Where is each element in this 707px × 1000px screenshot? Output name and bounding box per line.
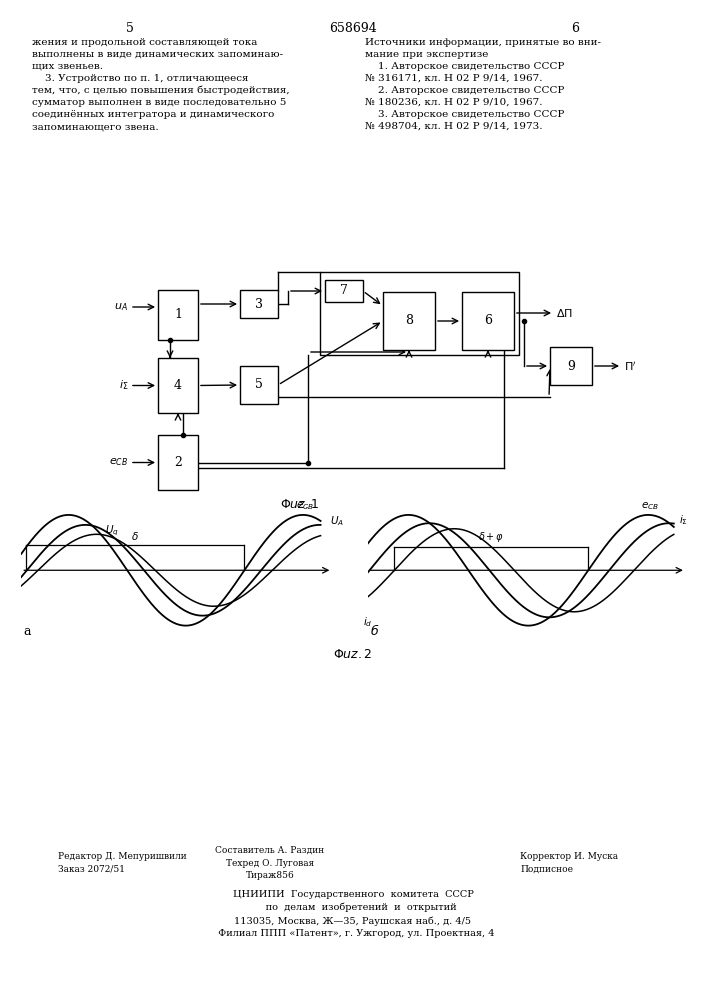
- Text: $U_A$: $U_A$: [330, 515, 344, 528]
- Text: 658694: 658694: [329, 22, 377, 35]
- Text: Корректор И. Муска
Подписное: Корректор И. Муска Подписное: [520, 852, 618, 874]
- Text: $\Phi u\mathit{z}.2$: $\Phi u\mathit{z}.2$: [333, 648, 373, 661]
- Text: 5: 5: [126, 22, 134, 35]
- Text: жения и продольной составляющей тока
выполнены в виде динамических запоминаю-
щи: жения и продольной составляющей тока вып…: [32, 38, 290, 131]
- Text: a: a: [23, 625, 30, 638]
- Text: $u_A$: $u_A$: [115, 301, 128, 313]
- Text: 7: 7: [340, 284, 348, 298]
- Text: 4: 4: [174, 379, 182, 392]
- Text: ЦНИИПИ  Государственного  комитета  СССР
     по  делам  изобретений  и  открыти: ЦНИИПИ Государственного комитета СССР по…: [212, 890, 494, 938]
- Text: 3: 3: [255, 298, 263, 310]
- Text: 2: 2: [174, 456, 182, 469]
- Text: $\Delta\Pi$: $\Delta\Pi$: [556, 307, 573, 319]
- Text: $\delta+\varphi$: $\delta+\varphi$: [478, 530, 504, 544]
- Bar: [158, 290, 198, 340]
- Text: 6: 6: [484, 314, 492, 328]
- Text: 5: 5: [255, 378, 263, 391]
- Text: $e_{CB}$: $e_{CB}$: [641, 500, 659, 512]
- Text: $i_d$: $i_d$: [363, 616, 373, 629]
- Text: 9: 9: [567, 360, 575, 372]
- Bar: [320, 272, 519, 355]
- Bar: [240, 290, 278, 318]
- Bar: [158, 435, 198, 490]
- Text: $\Phi u\mathit{z}.1$: $\Phi u\mathit{z}.1$: [280, 498, 320, 511]
- Text: $i_\Sigma$: $i_\Sigma$: [679, 514, 688, 527]
- Text: $\mathit{б}$: $\mathit{б}$: [370, 623, 379, 638]
- Text: $e_{CB}$: $e_{CB}$: [109, 457, 128, 468]
- Text: 8: 8: [405, 314, 413, 328]
- Bar: [240, 366, 278, 404]
- Text: Составитель А. Раздин
Техред О. Луговая
Тираж856: Составитель А. Раздин Техред О. Луговая …: [216, 846, 325, 880]
- Text: $U_q$: $U_q$: [105, 523, 119, 538]
- Text: $\Pi'$: $\Pi'$: [624, 360, 636, 372]
- Bar: [383, 292, 435, 350]
- Bar: [325, 280, 363, 302]
- Text: Редактор Д. Мепуришвили
Заказ 2072/51: Редактор Д. Мепуришвили Заказ 2072/51: [58, 852, 187, 874]
- Text: Источники информации, принятые во вни-
мание при экспертизе
    1. Авторское сви: Источники информации, принятые во вни- м…: [365, 38, 601, 131]
- Text: $e_{CB}$: $e_{CB}$: [296, 500, 314, 512]
- Bar: [462, 292, 514, 350]
- Text: $i_\Sigma$: $i_\Sigma$: [119, 379, 128, 392]
- Bar: [550, 347, 592, 385]
- Text: 6: 6: [571, 22, 579, 35]
- Bar: [158, 358, 198, 413]
- Text: 1: 1: [174, 308, 182, 322]
- Text: $\delta$: $\delta$: [132, 530, 139, 542]
